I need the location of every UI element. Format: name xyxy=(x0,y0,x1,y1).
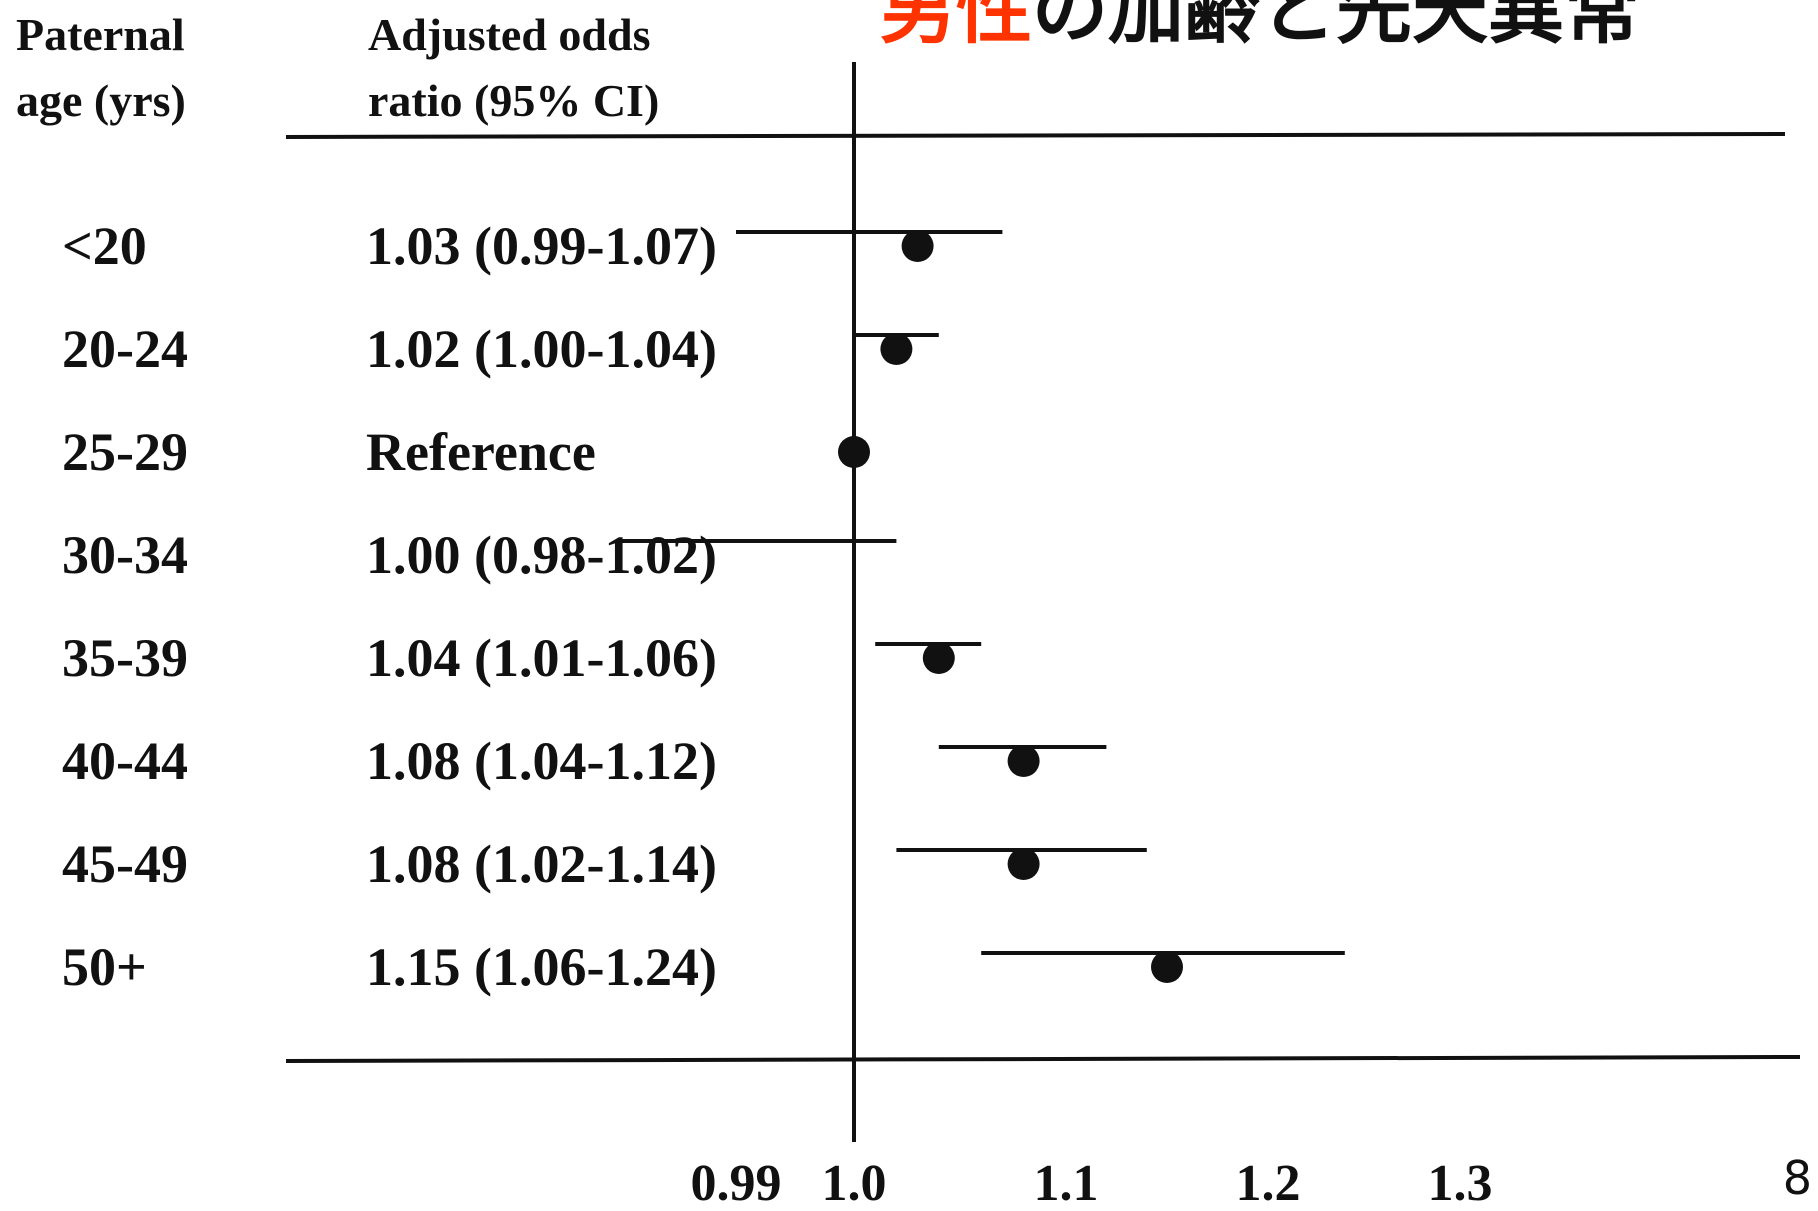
page-number: 8 xyxy=(1782,1151,1812,1205)
point-estimate xyxy=(880,333,913,365)
age-group-label: <20 xyxy=(62,216,147,276)
odds-ratio-text: 1.08 (1.04-1.12) xyxy=(366,731,717,791)
point-estimate xyxy=(1007,745,1040,777)
point-estimate xyxy=(922,642,955,674)
slide-title-rest: の加齢と先天異常 xyxy=(1032,0,1640,50)
age-group-label: 35-39 xyxy=(62,628,188,688)
odds-ratio-text: 1.03 (0.99-1.07) xyxy=(366,216,717,276)
x-tick-label: 0.99 xyxy=(691,1155,782,1211)
age-group-label: 40-44 xyxy=(62,731,188,791)
point-estimate xyxy=(1151,951,1183,983)
slide-title: 男性の加齢と先天異常 xyxy=(880,0,1818,50)
odds-ratio-text: 1.04 (1.01-1.06) xyxy=(366,628,717,688)
header-rule xyxy=(285,132,1786,139)
bottom-rule xyxy=(285,1055,1801,1063)
x-tick-label: 1.2 xyxy=(1236,1155,1301,1211)
x-tick-label: 1.3 xyxy=(1428,1155,1493,1211)
age-group-label: 45-49 xyxy=(62,834,188,894)
odds-ratio-text: 1.02 (1.00-1.04) xyxy=(366,319,717,379)
age-group-label: 30-34 xyxy=(62,525,188,585)
odds-ratio-text: Reference xyxy=(366,422,596,482)
odds-ratio-text: 1.08 (1.02-1.14) xyxy=(366,834,717,894)
point-estimate xyxy=(838,436,870,468)
paternal-age-header: Paternal age (yrs) xyxy=(16,9,186,126)
odds-ratio-header: Adjusted odds ratio (95% CI) xyxy=(368,9,660,126)
point-estimate xyxy=(901,230,934,262)
odds-ratio-text: 1.15 (1.06-1.24) xyxy=(366,937,717,997)
age-group-label: 25-29 xyxy=(62,422,188,482)
x-tick-label: 1.1 xyxy=(1034,1155,1099,1211)
age-group-label: 20-24 xyxy=(62,319,188,379)
odds-ratio-text: 1.00 (0.98-1.02) xyxy=(366,525,717,585)
x-tick-label: 1.0 xyxy=(822,1155,887,1211)
age-group-label: 50+ xyxy=(62,937,147,997)
point-estimate xyxy=(1007,848,1040,880)
slide-title-accent: 男性 xyxy=(880,0,1032,50)
